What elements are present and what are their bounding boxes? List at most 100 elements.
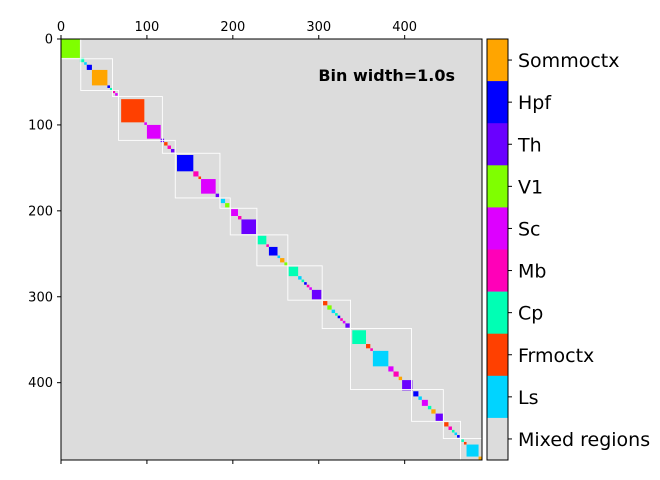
cluster-block-1 xyxy=(79,57,85,63)
cluster-block-38 xyxy=(311,289,322,300)
cluster-block-14 xyxy=(167,145,171,149)
cluster-block-13 xyxy=(164,142,168,146)
colorbar-label-7: Frmoctx xyxy=(518,345,594,367)
group-outline-6 xyxy=(219,197,231,209)
cluster-block-17 xyxy=(193,171,199,177)
colorbar-swatch-3 xyxy=(487,165,508,208)
colorbar-label-8: Ls xyxy=(518,387,538,409)
colorbar-swatch-0 xyxy=(487,39,508,82)
cluster-block-6 xyxy=(109,87,113,91)
cluster-block-32 xyxy=(288,266,299,277)
cluster-block-44 xyxy=(340,318,343,321)
y-tick-label-0: 0 xyxy=(45,33,53,48)
y-tick-label-100: 100 xyxy=(28,118,53,133)
cluster-block-41 xyxy=(331,309,336,314)
cluster-block-57 xyxy=(421,399,428,406)
colorbar-swatch-6 xyxy=(487,291,508,334)
cluster-block-42 xyxy=(335,313,338,316)
cluster-block-53 xyxy=(398,376,403,381)
colorbar-swatch-2 xyxy=(487,123,508,166)
colorbar-swatch-7 xyxy=(487,333,508,377)
cluster-block-4 xyxy=(91,69,108,86)
cluster-block-21 xyxy=(220,198,226,204)
group-outline-13 xyxy=(442,420,461,439)
cluster-block-36 xyxy=(306,284,310,288)
cluster-block-43 xyxy=(337,315,341,319)
cluster-block-47 xyxy=(352,330,367,345)
cluster-block-18 xyxy=(198,176,202,180)
cluster-block-20 xyxy=(215,193,220,198)
cluster-block-65 xyxy=(457,435,460,438)
y-tick-label-300: 300 xyxy=(28,290,53,305)
x-tick-label-400: 400 xyxy=(392,20,417,35)
cluster-block-29 xyxy=(277,255,281,259)
cluster-block-23 xyxy=(231,209,238,216)
cluster-block-51 xyxy=(388,366,394,372)
cluster-block-24 xyxy=(237,215,242,220)
matrix-layer xyxy=(61,39,482,460)
cluster-block-28 xyxy=(268,246,278,256)
x-tick-label-300: 300 xyxy=(306,20,331,35)
cluster-block-15 xyxy=(170,148,175,153)
cluster-block-68 xyxy=(466,444,479,457)
cluster-block-27 xyxy=(266,244,269,247)
cluster-block-7 xyxy=(112,90,116,94)
cluster-block-61 xyxy=(444,422,449,427)
cluster-block-31 xyxy=(284,262,288,266)
cluster-block-39 xyxy=(323,301,328,306)
cluster-block-40 xyxy=(327,305,332,310)
cluster-block-5 xyxy=(107,85,110,88)
colorbar-swatch-9 xyxy=(487,417,508,461)
colorbar-swatch-1 xyxy=(487,81,508,124)
cluster-block-2 xyxy=(84,62,87,65)
axis-layer: 0 100 200 300 400 0 100 200 300 400 xyxy=(28,20,483,464)
cluster-block-56 xyxy=(418,396,422,400)
group-outline-5 xyxy=(174,152,221,199)
cluster-block-45 xyxy=(342,320,346,324)
group-outline-12 xyxy=(411,389,444,422)
colorbar-label-6: Cp xyxy=(518,303,543,325)
colorbar-swatch-5 xyxy=(487,249,508,292)
cluster-block-10 xyxy=(144,122,147,125)
cluster-block-52 xyxy=(393,371,399,377)
cluster-block-22 xyxy=(225,203,230,208)
cluster-block-19 xyxy=(201,179,216,194)
cluster-block-33 xyxy=(298,276,302,280)
colorbar-label-1: Hpf xyxy=(518,92,552,114)
colorbar-swatch-8 xyxy=(487,375,508,419)
y-tick-label-200: 200 xyxy=(28,204,53,219)
cluster-block-62 xyxy=(448,426,452,430)
cluster-block-63 xyxy=(451,429,455,433)
x-tick-label-200: 200 xyxy=(220,20,245,35)
cluster-block-37 xyxy=(309,287,312,290)
cluster-block-49 xyxy=(370,348,373,351)
colorbar-label-4: Sc xyxy=(518,218,541,240)
x-tick-label-0: 0 xyxy=(57,20,65,35)
colorbar-swatch-4 xyxy=(487,207,508,250)
cluster-block-54 xyxy=(402,380,413,391)
cluster-block-64 xyxy=(454,432,458,436)
cluster-block-25 xyxy=(241,219,257,235)
colorbar-label-5: Mb xyxy=(518,261,546,283)
cluster-block-60 xyxy=(435,413,444,422)
cluster-block-26 xyxy=(257,235,267,245)
cluster-block-46 xyxy=(345,323,350,328)
group-outline-9 xyxy=(287,265,323,301)
cluster-block-35 xyxy=(304,282,307,285)
cluster-block-66 xyxy=(461,439,464,442)
cluster-block-55 xyxy=(413,391,419,397)
cluster-block-0 xyxy=(61,39,80,58)
cluster-block-67 xyxy=(463,441,467,445)
plot-frame xyxy=(60,38,483,461)
y-tick-label-400: 400 xyxy=(28,376,53,391)
x-tick-label-100: 100 xyxy=(135,20,160,35)
colorbar-label-3: V1 xyxy=(518,176,543,198)
group-outline-7 xyxy=(229,207,258,236)
cluster-block-16 xyxy=(176,154,194,172)
group-outline-14 xyxy=(460,438,482,460)
cluster-block-48 xyxy=(366,344,371,349)
cluster-block-34 xyxy=(301,279,305,283)
colorbar-label-9: Mixed regions xyxy=(518,429,650,451)
colorbar-label-0: Sommoctx xyxy=(518,50,619,72)
